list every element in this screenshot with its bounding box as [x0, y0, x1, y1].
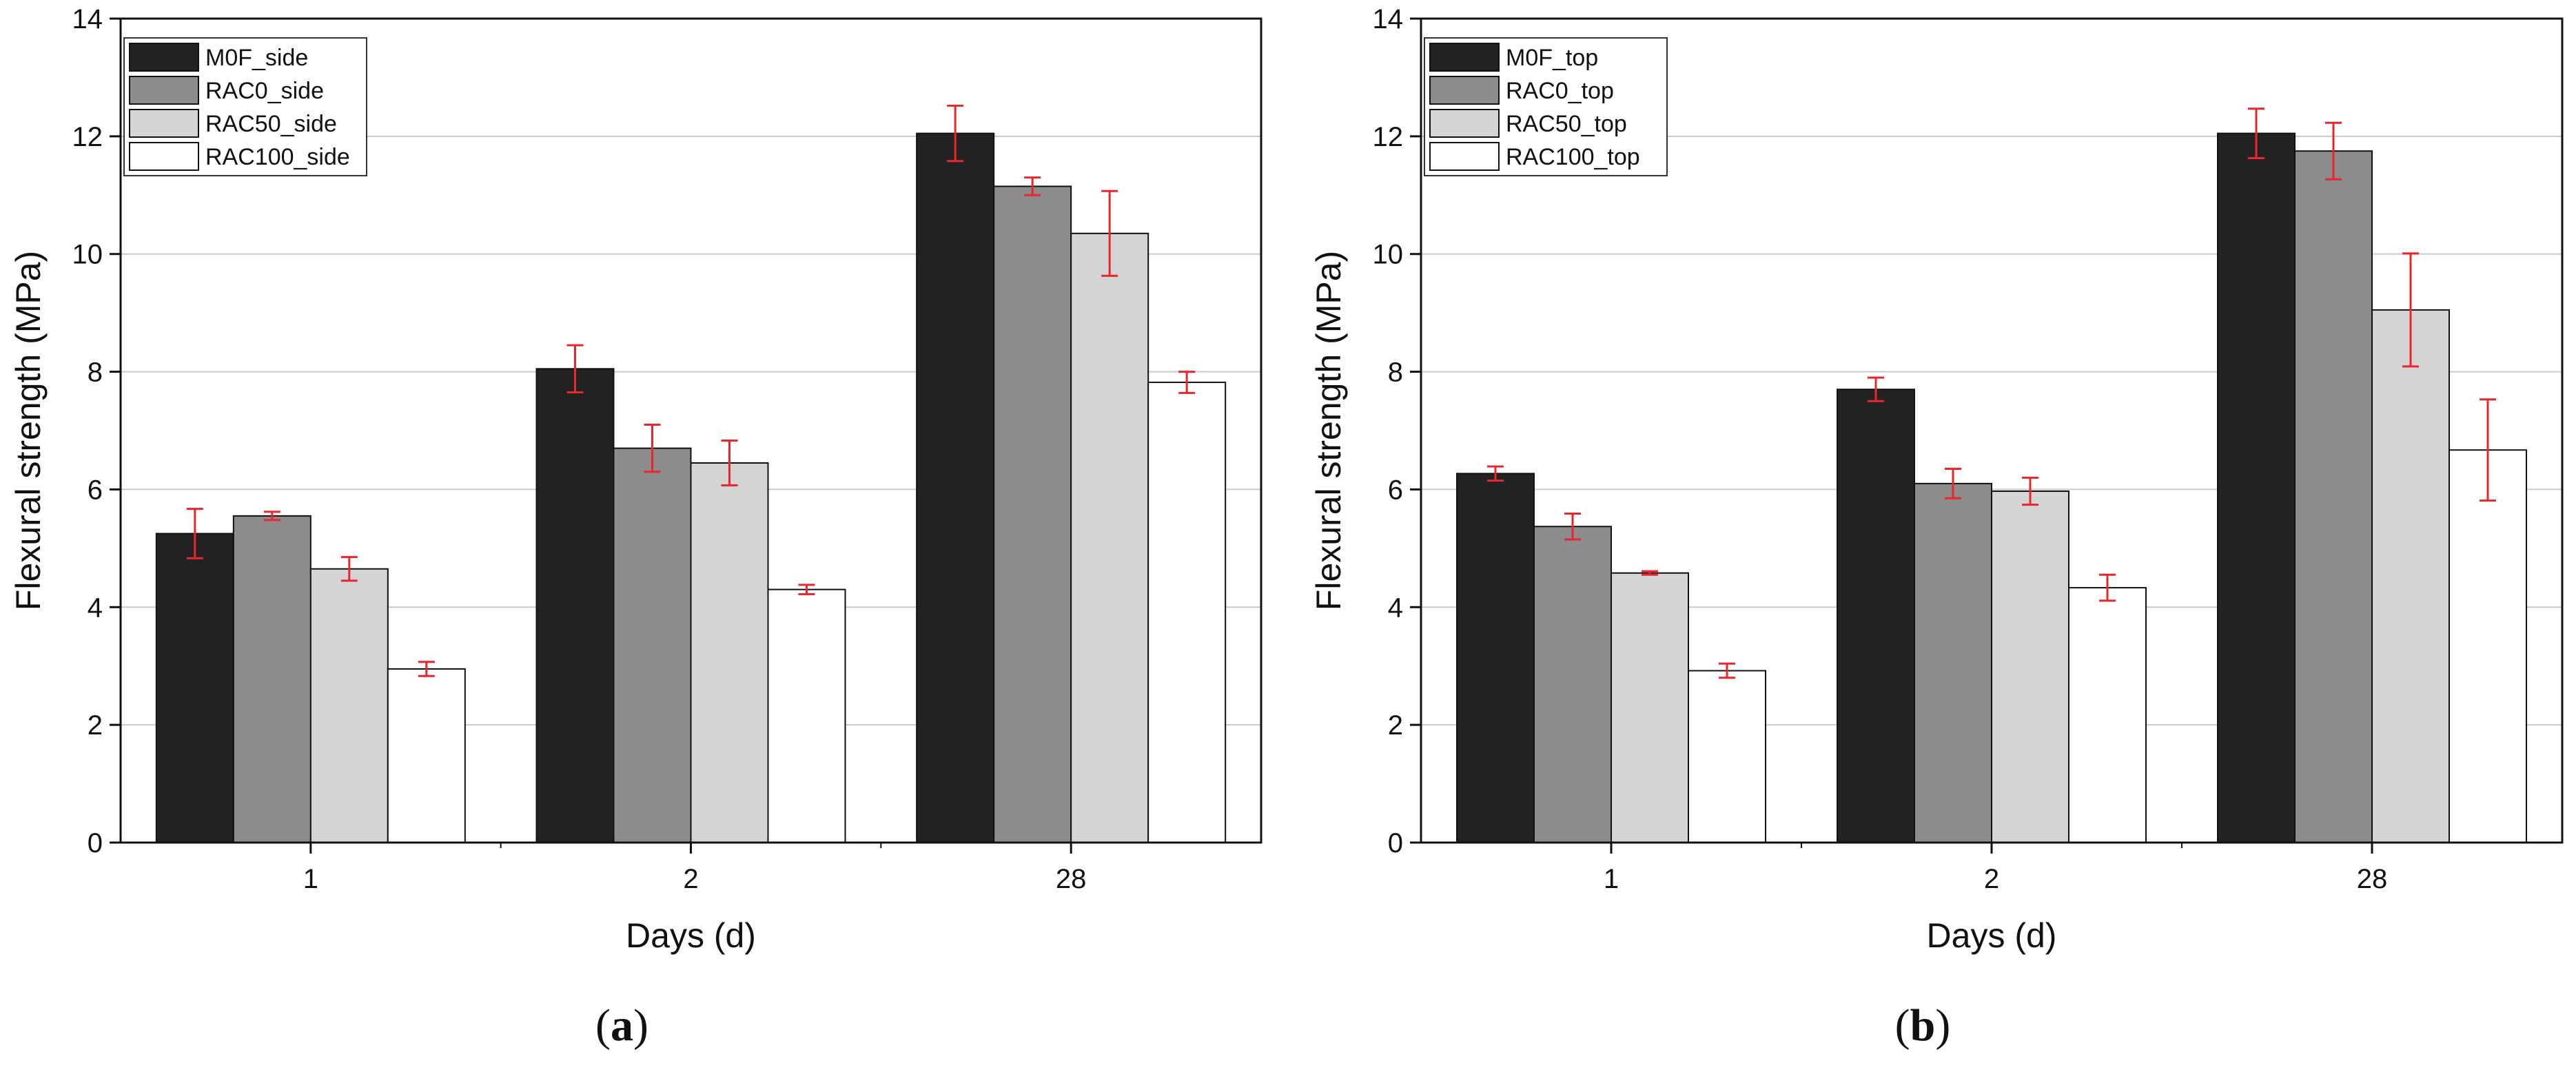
y-tick-label: 8 — [1388, 358, 1403, 388]
x-axis-title: Days (d) — [626, 916, 756, 955]
error-bar-RAC100_side-day-28 — [1178, 371, 1196, 394]
bar-RAC100_top-day-2 — [2068, 587, 2147, 843]
bar-RAC0_side-day-2 — [613, 447, 692, 843]
x-tick-label: 28 — [2357, 864, 2388, 894]
error-bar-RAC0_side-day-28 — [1024, 176, 1041, 196]
panel-caption-letter: a — [611, 1000, 633, 1051]
bar-RAC100_top-day-1 — [1688, 670, 1766, 844]
error-bar-RAC50_top-day-2 — [2022, 476, 2038, 506]
y-tick-label: 6 — [88, 475, 103, 505]
bar-RAC50_side-day-1 — [309, 568, 389, 843]
error-bar-RAC50_top-day-28 — [2402, 252, 2419, 368]
legend-swatch-RAC0_top — [1429, 76, 1500, 105]
legend-swatch-M0F_side — [129, 43, 199, 72]
y-tick-label: 14 — [72, 4, 103, 34]
y-tick-label: 10 — [1373, 240, 1404, 270]
error-bar-RAC100_side-day-1 — [418, 661, 435, 677]
y-tick-label: 12 — [72, 122, 103, 152]
legend-label-RAC50_top: RAC50_top — [1506, 111, 1627, 137]
legend-label-RAC50_side: RAC50_side — [205, 111, 337, 137]
bar-RAC50_side-day-2 — [690, 462, 769, 843]
legend-swatch-RAC100_top — [1429, 142, 1500, 171]
error-bar-RAC0_top-day-2 — [1945, 468, 1961, 499]
error-bar-RAC0_top-day-1 — [1564, 512, 1581, 541]
legend-label-RAC100_top: RAC100_top — [1506, 144, 1640, 170]
bar-M0F_top-day-2 — [1837, 389, 1915, 843]
bar-M0F_top-day-1 — [1456, 473, 1535, 843]
legend-label-RAC0_top: RAC0_top — [1506, 78, 1614, 104]
bar-RAC100_side-day-2 — [767, 588, 846, 844]
legend-label-RAC100_side: RAC100_side — [205, 144, 350, 170]
legend-swatch-RAC0_side — [129, 76, 199, 105]
legend-swatch-RAC100_side — [129, 142, 199, 171]
y-axis-title: Flexural strength (MPa) — [9, 251, 48, 610]
bar-M0F_top-day-28 — [2217, 132, 2296, 844]
y-tick-label: 10 — [72, 240, 103, 270]
bar-RAC50_top-day-28 — [2371, 309, 2450, 844]
error-bar-RAC100_top-day-1 — [1719, 662, 1735, 679]
error-bar-RAC0_side-day-2 — [644, 423, 661, 473]
error-bar-RAC50_side-day-1 — [340, 556, 358, 582]
bar-RAC50_side-day-28 — [1070, 232, 1149, 844]
bar-RAC0_top-day-2 — [1914, 482, 1992, 843]
error-bar-RAC100_top-day-2 — [2099, 573, 2116, 602]
error-bar-M0F_top-day-1 — [1487, 465, 1504, 482]
x-tick-label: 2 — [1984, 864, 1999, 894]
error-bar-M0F_top-day-28 — [2248, 107, 2265, 159]
x-tick-label: 2 — [683, 864, 698, 894]
bar-RAC100_side-day-28 — [1147, 381, 1227, 843]
y-tick-label: 12 — [1373, 122, 1404, 152]
y-tick-label: 4 — [88, 592, 103, 623]
bar-M0F_side-day-2 — [535, 368, 615, 843]
error-bar-RAC50_top-day-1 — [1642, 570, 1658, 576]
bar-M0F_side-day-1 — [155, 533, 234, 843]
panel-caption: (a) — [595, 1000, 648, 1051]
error-bar-M0F_side-day-1 — [186, 508, 203, 559]
bar-RAC100_side-day-1 — [387, 668, 466, 843]
y-tick-label: 2 — [1388, 710, 1403, 741]
legend: M0F_side RAC0_side RAC50_side RAC100_side — [123, 37, 367, 176]
panel-caption-letter: b — [1910, 1000, 1936, 1051]
y-tick-label: 2 — [88, 710, 103, 741]
y-tick-label: 14 — [1373, 4, 1404, 34]
bar-RAC100_top-day-28 — [2449, 449, 2527, 843]
error-bar-M0F_top-day-2 — [1868, 376, 1884, 402]
x-tick-label: 1 — [303, 864, 318, 894]
bar-RAC50_top-day-1 — [1611, 572, 1689, 843]
bar-RAC50_top-day-2 — [1991, 490, 2069, 844]
x-axis-title: Days (d) — [1927, 916, 2057, 955]
legend-swatch-RAC50_top — [1429, 109, 1500, 138]
error-bar-RAC100_side-day-2 — [798, 584, 815, 595]
error-bar-M0F_side-day-28 — [947, 104, 964, 163]
y-tick-label: 8 — [88, 358, 103, 388]
bar-RAC0_top-day-1 — [1533, 526, 1612, 844]
legend-label-M0F_top: M0F_top — [1506, 45, 1598, 71]
bar-M0F_side-day-28 — [916, 132, 995, 844]
bar-RAC0_side-day-28 — [993, 185, 1072, 843]
legend-label-RAC0_side: RAC0_side — [205, 78, 324, 104]
bar-RAC0_side-day-1 — [232, 515, 311, 843]
error-bar-RAC0_side-day-1 — [263, 510, 280, 522]
legend-swatch-M0F_top — [1429, 43, 1500, 72]
legend: M0F_top RAC0_top RAC50_top RAC100_top — [1424, 37, 1668, 176]
y-axis-title: Flexural strength (MPa) — [1309, 251, 1348, 610]
x-tick-label: 1 — [1604, 864, 1619, 894]
y-tick-label: 6 — [1388, 475, 1403, 505]
error-bar-M0F_side-day-2 — [566, 344, 584, 393]
error-bar-RAC50_side-day-2 — [721, 440, 738, 486]
bar-RAC0_top-day-28 — [2294, 150, 2373, 843]
panel-caption: (b) — [1895, 1000, 1951, 1051]
y-tick-label: 0 — [88, 828, 103, 858]
error-bar-RAC50_side-day-28 — [1101, 189, 1118, 277]
legend-label-M0F_side: M0F_side — [205, 45, 308, 71]
y-tick-label: 4 — [1388, 592, 1403, 623]
legend-swatch-RAC50_side — [129, 109, 199, 138]
error-bar-RAC100_top-day-28 — [2480, 398, 2496, 502]
error-bar-RAC0_top-day-28 — [2325, 121, 2342, 180]
y-tick-label: 0 — [1388, 828, 1403, 858]
x-tick-label: 28 — [1056, 864, 1087, 894]
